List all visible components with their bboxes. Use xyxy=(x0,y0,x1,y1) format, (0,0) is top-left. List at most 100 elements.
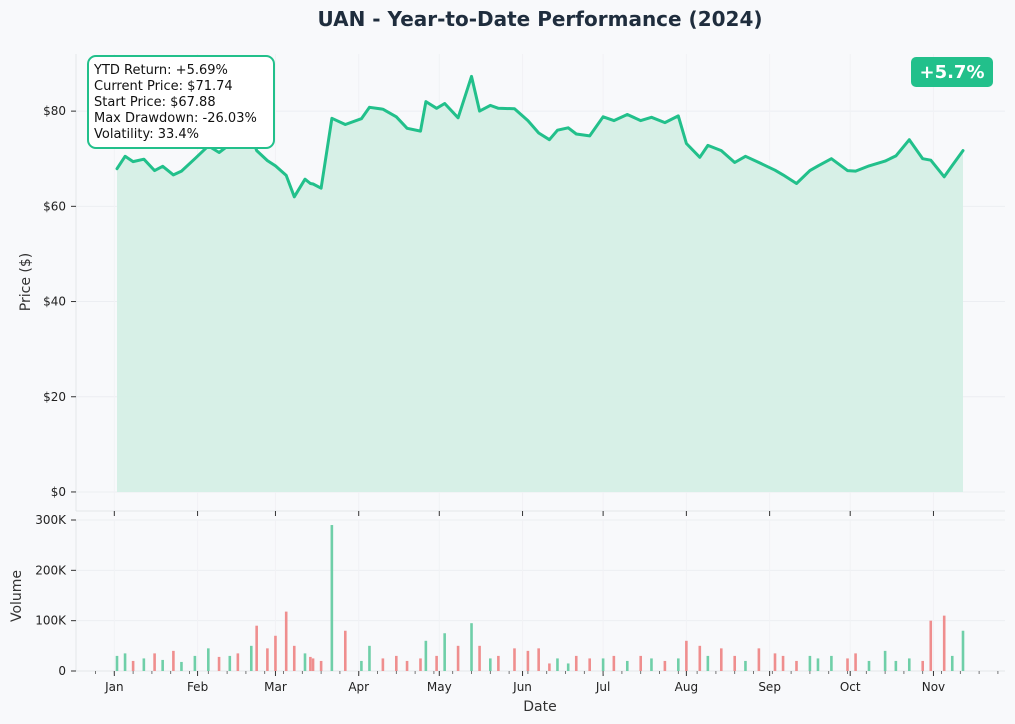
price-point xyxy=(395,115,398,119)
volume-y-tick-label: 300K xyxy=(35,513,67,527)
price-point xyxy=(153,169,156,172)
volume-bar xyxy=(846,658,849,671)
x-tick-label: Jan xyxy=(104,680,124,694)
volume-bar xyxy=(513,648,516,671)
price-point xyxy=(808,169,812,172)
price-series-points xyxy=(115,75,965,199)
price-point xyxy=(650,116,653,119)
price-point xyxy=(921,157,924,160)
volume-axes xyxy=(75,520,1005,672)
volume-bar xyxy=(142,658,146,671)
price-point xyxy=(526,119,530,122)
volume-y-tick-label: 200K xyxy=(35,563,67,577)
price-point xyxy=(757,161,761,164)
volume-bar xyxy=(217,656,221,671)
x-tick-label: Nov xyxy=(922,680,945,694)
price-point xyxy=(951,164,954,167)
volume-bar xyxy=(368,645,371,671)
volume-bar xyxy=(574,655,578,671)
volume-x-ticks: Jan Feb Mar Apr May Jun Jul Aug Sep Oct Nov xyxy=(95,671,999,694)
volume-bar xyxy=(950,655,954,671)
volume-bar xyxy=(663,660,667,671)
price-point xyxy=(795,182,798,185)
price-point xyxy=(424,100,428,103)
price-point xyxy=(537,131,540,135)
volume-bar xyxy=(639,655,643,671)
volume-bar xyxy=(921,660,925,671)
price-point xyxy=(381,108,385,111)
volume-bar xyxy=(566,663,570,671)
volume-bar xyxy=(330,525,334,671)
volume-bar xyxy=(854,653,857,671)
price-point xyxy=(217,151,221,154)
volume-bar xyxy=(405,660,409,671)
price-point xyxy=(344,123,347,126)
price-y-tick-label: $80 xyxy=(43,104,66,118)
price-point xyxy=(773,168,777,172)
volume-bar xyxy=(808,655,812,671)
volume-bar xyxy=(942,615,946,671)
volume-bar xyxy=(381,658,385,671)
price-point xyxy=(142,158,146,161)
price-y-tick-label: $20 xyxy=(43,390,66,404)
volume-bar xyxy=(685,640,688,671)
volume-bar xyxy=(360,660,363,671)
price-point xyxy=(489,104,492,107)
volume-bar xyxy=(274,635,277,671)
volume-gridlines xyxy=(76,519,1005,672)
volume-bar xyxy=(698,645,702,671)
volume-bar xyxy=(456,645,460,671)
price-point xyxy=(255,149,258,152)
volume-bar xyxy=(284,611,288,671)
price-point xyxy=(470,75,473,78)
price-point xyxy=(663,121,667,124)
volume-bar xyxy=(677,658,680,671)
price-point xyxy=(311,182,315,186)
price-panel: $0 $20 $40 $60 $80 Price ($) YTD Return: +5.… xyxy=(18,54,1005,516)
volume-bar xyxy=(601,658,605,671)
volume-bar xyxy=(207,648,210,671)
volume-bar xyxy=(867,660,871,671)
volume-bar xyxy=(266,648,269,671)
volume-bar xyxy=(744,660,747,671)
volume-bar xyxy=(343,630,347,671)
volume-bar xyxy=(424,640,428,671)
price-point xyxy=(266,159,269,162)
volume-bar xyxy=(319,660,323,671)
price-point xyxy=(894,154,898,158)
price-point xyxy=(405,127,409,130)
price-point xyxy=(677,114,680,118)
volume-bar xyxy=(537,648,540,671)
volume-bar xyxy=(311,658,315,671)
price-point xyxy=(908,138,911,141)
x-tick-label: Apr xyxy=(348,680,369,694)
volume-bar xyxy=(470,623,473,671)
price-point xyxy=(368,106,371,109)
price-point xyxy=(419,129,422,133)
price-point xyxy=(360,117,363,120)
price-point xyxy=(161,165,164,168)
annotation-box-frame xyxy=(87,55,275,149)
volume-bars xyxy=(115,525,965,671)
volume-bar xyxy=(236,653,240,671)
volume-bar xyxy=(830,655,833,671)
price-point xyxy=(172,173,175,177)
volume-bar xyxy=(153,653,156,671)
price-y-ticks: $0 $20 $40 $60 $80 xyxy=(43,104,76,499)
price-point xyxy=(816,164,820,168)
price-point xyxy=(478,109,481,113)
volume-bar xyxy=(249,645,253,671)
price-point xyxy=(193,157,197,160)
price-point xyxy=(456,116,460,119)
volume-bar xyxy=(883,650,887,671)
price-point xyxy=(961,149,965,152)
x-tick-label: Sep xyxy=(758,680,781,694)
volume-bar xyxy=(443,633,446,671)
chart-title: UAN - Year-to-Date Performance (2024) xyxy=(317,7,762,31)
price-point xyxy=(115,167,119,170)
price-point xyxy=(883,159,887,163)
volume-bar xyxy=(556,658,559,671)
price-y-tick-label: $40 xyxy=(43,295,66,309)
x-tick-label: May xyxy=(427,680,452,694)
